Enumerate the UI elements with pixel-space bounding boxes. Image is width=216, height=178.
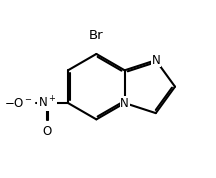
Text: N$^+$: N$^+$: [38, 95, 56, 111]
Text: O: O: [42, 125, 52, 138]
Text: Br: Br: [89, 29, 104, 42]
Text: N: N: [151, 54, 160, 67]
Text: $-$O$^-$: $-$O$^-$: [3, 96, 32, 109]
Text: N: N: [120, 96, 129, 109]
